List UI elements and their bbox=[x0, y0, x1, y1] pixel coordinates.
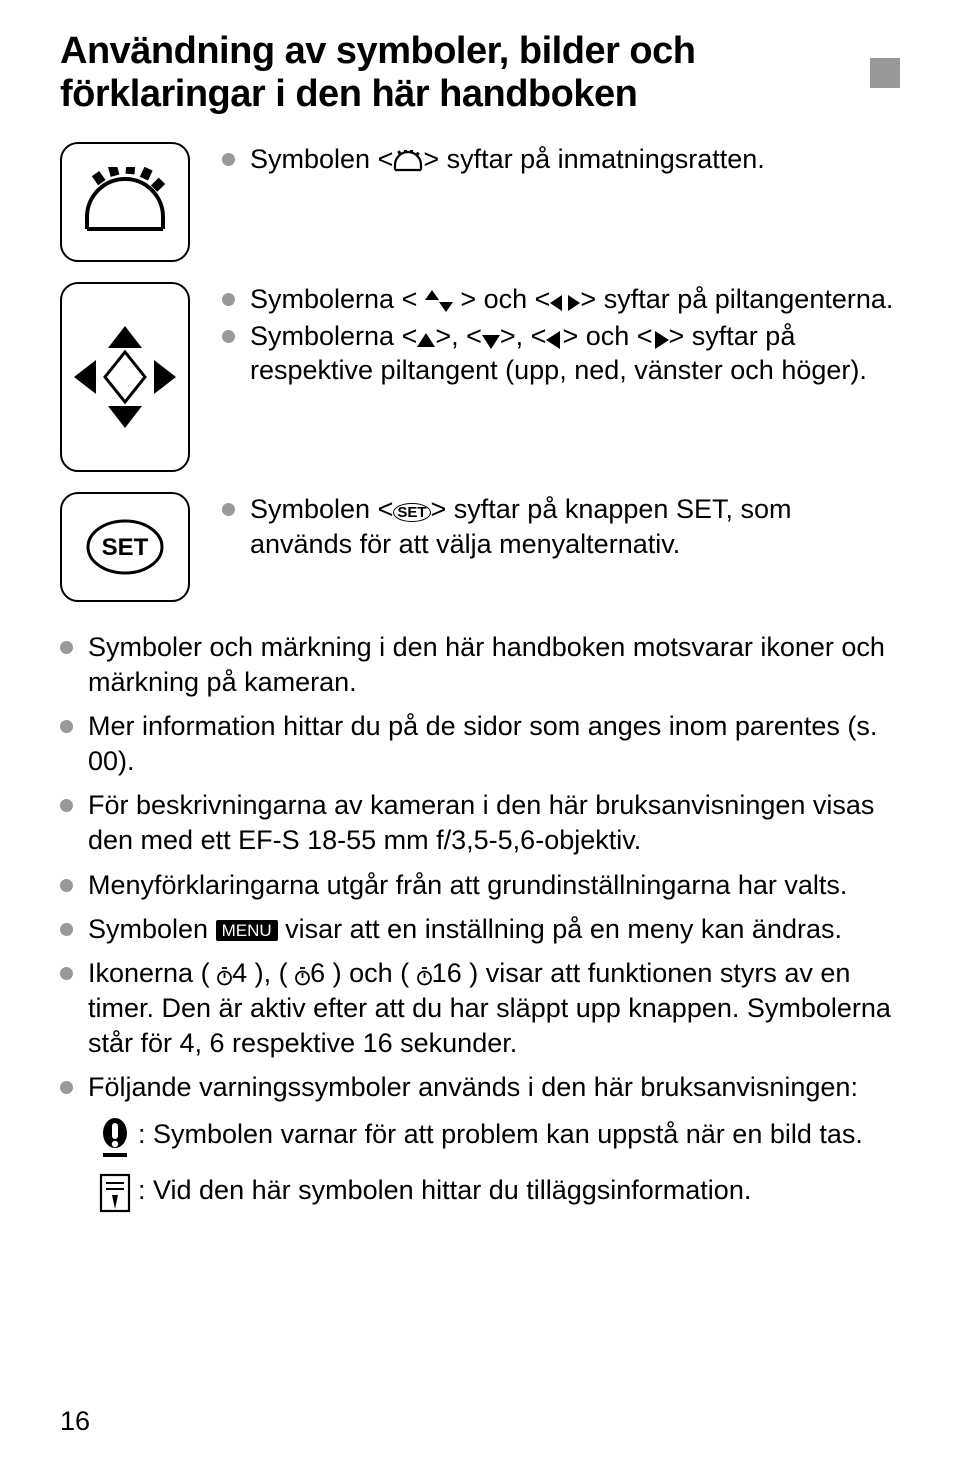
timer-icon bbox=[217, 966, 232, 986]
dial-icon bbox=[82, 167, 168, 237]
row-set-text: Symbolen <SET> syftar på knappen SET, so… bbox=[222, 492, 900, 563]
title-decor-block bbox=[870, 58, 900, 88]
warning-info-text: : Vid den här symbolen hittar du tillägg… bbox=[138, 1173, 900, 1208]
dial-inline-icon bbox=[393, 150, 423, 172]
menu-badge: MENU bbox=[216, 920, 278, 941]
arrows-icon-box bbox=[60, 282, 190, 472]
page-title-bar: Användning av symboler, bilder och förkl… bbox=[60, 30, 900, 116]
row-dial-text: Symbolen < > syftar på inmatningsratten. bbox=[222, 142, 900, 179]
t: Ikonerna ( bbox=[88, 958, 217, 988]
left-inline-icon bbox=[546, 331, 562, 349]
t: ), ( bbox=[247, 958, 295, 988]
updown-inline-icon bbox=[425, 290, 453, 312]
warning-problem-text: : Symbolen varnar för att problem kan up… bbox=[138, 1117, 900, 1152]
dial-icon-box bbox=[60, 142, 190, 262]
set-inline-icon: SET bbox=[393, 503, 430, 522]
row-arrows-text: Symbolerna < > och < > syftar på piltange… bbox=[222, 282, 900, 390]
t: >, < bbox=[500, 321, 547, 351]
warning-problem-row: : Symbolen varnar för att problem kan up… bbox=[88, 1117, 900, 1159]
main-item-4: Menyförklaringarna utgår från att grundi… bbox=[60, 868, 900, 903]
t: > syftar på piltangenterna. bbox=[580, 284, 893, 314]
main-item-3: För beskrivningarna av kameran i den här… bbox=[60, 788, 900, 858]
main-item-6: Ikonerna ( 4 ), ( 6 ) och ( 16 ) visar a… bbox=[60, 956, 900, 1061]
main-item-5: Symbolen MENU visar att en inställning p… bbox=[60, 912, 900, 947]
t: Symbolen bbox=[88, 914, 216, 944]
dial-bullet: Symbolen < > syftar på inmatningsratten. bbox=[222, 142, 900, 177]
t: 4 bbox=[232, 958, 247, 988]
t: 16 bbox=[432, 958, 462, 988]
arrows-bullet-1: Symbolerna < > och < > syftar på piltange… bbox=[222, 282, 900, 317]
t: Följande varningssymboler används i den … bbox=[88, 1072, 858, 1102]
main-item-2: Mer information hittar du på de sidor so… bbox=[60, 709, 900, 779]
t: Symbolerna < bbox=[250, 321, 417, 351]
arrows-bullet-2: Symbolerna <>, <>, <> och <> syftar på r… bbox=[222, 319, 900, 388]
warning-note-icon bbox=[92, 1173, 138, 1213]
t: ) och ( bbox=[325, 958, 417, 988]
main-item-1: Symboler och märkning i den här handboke… bbox=[60, 630, 900, 700]
t: Symbolerna < bbox=[250, 284, 425, 314]
t: > och < bbox=[562, 321, 652, 351]
t: visar att en inställning på en meny kan … bbox=[278, 914, 842, 944]
set-icon-box: SET bbox=[60, 492, 190, 602]
t: Symbolen < bbox=[250, 494, 393, 524]
row-set: SET Symbolen <SET> syftar på knappen SET… bbox=[60, 492, 900, 602]
right-inline-icon bbox=[653, 331, 669, 349]
set-icon: SET bbox=[80, 517, 170, 577]
leftright-inline-icon bbox=[550, 294, 580, 312]
warning-exclaim-icon bbox=[92, 1117, 138, 1159]
timer-icon bbox=[295, 966, 310, 986]
down-inline-icon bbox=[482, 333, 500, 349]
row-arrows: Symbolerna < > och < > syftar på piltange… bbox=[60, 282, 900, 472]
page-number: 16 bbox=[60, 1406, 90, 1437]
t: >, < bbox=[435, 321, 482, 351]
t: Symbolen < bbox=[250, 144, 393, 174]
set-bullet: Symbolen <SET> syftar på knappen SET, so… bbox=[222, 492, 900, 561]
page-title: Användning av symboler, bilder och förkl… bbox=[60, 30, 856, 116]
row-dial: Symbolen < > syftar på inmatningsratten. bbox=[60, 142, 900, 262]
t: > och < bbox=[453, 284, 551, 314]
arrows-icon bbox=[70, 322, 180, 432]
t: 6 bbox=[310, 958, 325, 988]
warning-info-row: : Vid den här symbolen hittar du tillägg… bbox=[88, 1173, 900, 1213]
main-item-7: Följande varningssymboler används i den … bbox=[60, 1070, 900, 1213]
svg-text:SET: SET bbox=[102, 534, 149, 561]
up-inline-icon bbox=[417, 333, 435, 349]
main-list: Symboler och märkning i den här handboke… bbox=[60, 630, 900, 1213]
timer-icon bbox=[417, 966, 432, 986]
t: > syftar på inmatningsratten. bbox=[423, 144, 764, 174]
